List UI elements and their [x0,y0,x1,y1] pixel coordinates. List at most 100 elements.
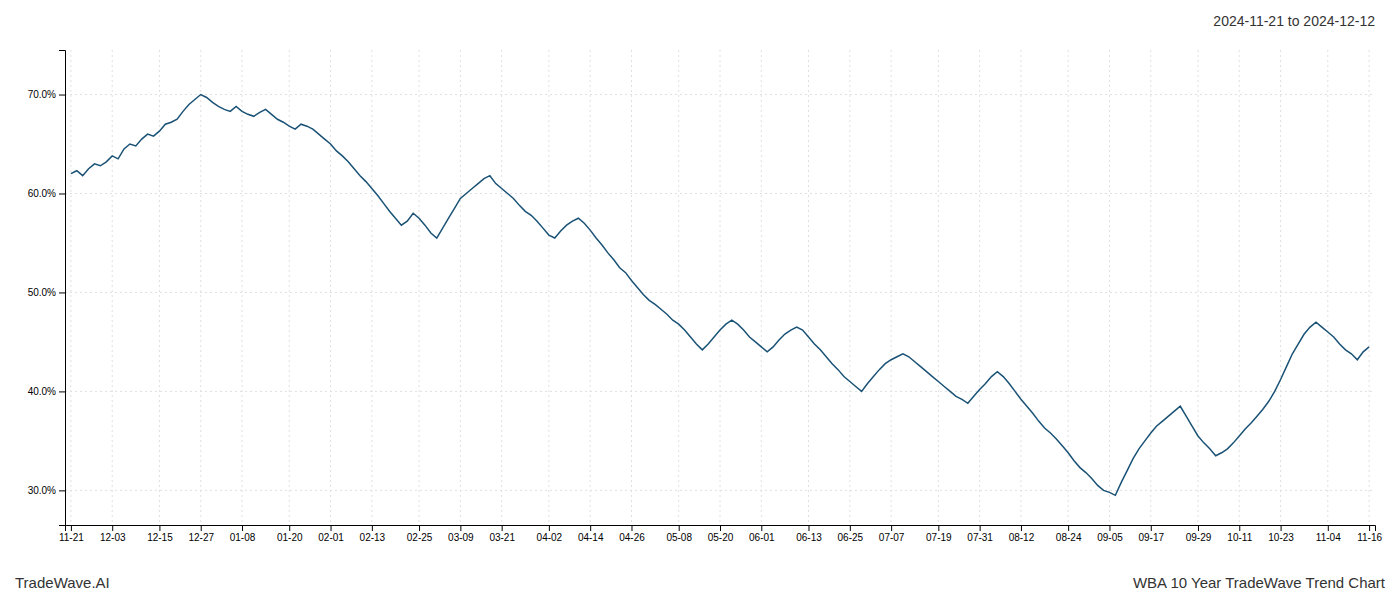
y-tick: 70.0% [28,89,65,100]
x-tick-label: 10-23 [1268,532,1294,543]
x-grid-line [1020,50,1021,525]
x-tick-mark [1151,525,1152,531]
x-tick-label: 09-17 [1138,532,1164,543]
x-tick-mark [679,525,680,531]
footer-left: TradeWave.AI [15,574,110,591]
x-grid-line [460,50,461,525]
x-tick-label: 01-20 [277,532,303,543]
x-tick-label: 11-16 [1357,532,1382,543]
x-tick: 10-11 [1227,525,1252,543]
y-grid-line [65,292,1375,293]
x-tick-label: 06-13 [796,532,822,543]
x-tick: 03-21 [489,525,515,543]
x-tick-mark [1239,525,1240,531]
x-tick-mark [71,525,72,531]
x-grid-line [548,50,549,525]
x-tick-mark [289,525,290,531]
y-grid-line [65,94,1375,95]
x-tick: 09-17 [1138,525,1164,543]
x-tick-mark [938,525,939,531]
x-grid-line [1197,50,1198,525]
x-tick-label: 05-08 [666,532,692,543]
x-grid-line [1327,50,1328,525]
y-tick: 50.0% [28,287,65,298]
x-tick-label: 11-21 [59,532,84,543]
x-tick-label: 03-09 [448,532,474,543]
x-tick: 12-27 [188,525,214,543]
x-tick-label: 07-07 [879,532,905,543]
x-grid-line [200,50,201,525]
x-tick-label: 07-19 [926,532,952,543]
x-tick-label: 02-25 [407,532,433,543]
x-tick: 05-08 [666,525,692,543]
y-tick-mark [59,391,65,392]
x-grid-line [849,50,850,525]
x-tick: 04-26 [619,525,645,543]
x-tick-mark [850,525,851,531]
x-tick-mark [159,525,160,531]
x-tick-mark [761,525,762,531]
x-tick-mark [631,525,632,531]
x-grid-line [1239,50,1240,525]
x-tick-label: 06-01 [749,532,775,543]
x-tick-mark [419,525,420,531]
x-tick-mark [372,525,373,531]
x-tick: 06-25 [838,525,864,543]
x-axis: 11-2112-0312-1512-2701-0801-2002-0102-13… [59,525,1382,543]
x-tick-mark [1068,525,1069,531]
x-tick: 01-20 [277,525,303,543]
x-tick: 05-20 [708,525,734,543]
x-tick: 12-15 [147,525,173,543]
y-tick-label: 30.0% [28,485,56,496]
plot-area [71,95,1369,496]
x-tick-label: 04-26 [619,532,645,543]
x-tick-mark [331,525,332,531]
y-axis-line [59,51,66,526]
x-tick-label: 12-03 [100,532,126,543]
x-grid-line [979,50,980,525]
x-tick-mark [112,525,113,531]
grid [65,50,1375,525]
x-tick: 09-05 [1097,525,1123,543]
x-tick: 11-21 [59,525,84,543]
x-tick-mark [1328,525,1329,531]
x-grid-line [330,50,331,525]
x-tick: 04-02 [537,525,563,543]
x-tick-mark [549,525,550,531]
chart: 11-2112-0312-1512-2701-0801-2002-0102-13… [0,0,1400,600]
y-tick-label: 60.0% [28,188,56,199]
y-tick: 40.0% [28,386,65,397]
x-tick: 03-09 [448,525,474,543]
x-grid-line [678,50,679,525]
x-grid-line [159,50,160,525]
x-tick-label: 07-31 [967,532,993,543]
x-tick-label: 08-24 [1056,532,1082,543]
x-grid-line [419,50,420,525]
x-grid-line [1369,50,1370,525]
x-tick-label: 04-14 [578,532,604,543]
x-grid-line [720,50,721,525]
x-tick: 11-16 [1357,525,1382,543]
x-tick: 02-01 [318,525,344,543]
x-grid-line [112,50,113,525]
x-tick: 11-04 [1316,525,1341,543]
x-grid-line [289,50,290,525]
x-grid-line [501,50,502,525]
y-axis: 30.0% 40.0% 50.0% 60.0% 70.0% [28,51,66,526]
x-tick: 04-14 [578,525,604,543]
x-tick-mark [502,525,503,531]
x-tick-mark [460,525,461,531]
x-tick-mark [1198,525,1199,531]
x-tick-label: 01-08 [230,532,256,543]
x-tick: 08-24 [1056,525,1082,543]
y-tick-label: 70.0% [28,89,56,100]
y-tick-label: 50.0% [28,287,56,298]
x-grid-line [371,50,372,525]
x-grid-line [1150,50,1151,525]
x-grid-line [891,50,892,525]
y-tick-mark [59,193,65,194]
line [71,95,1369,496]
x-grid-line [938,50,939,525]
x-tick-label: 06-25 [838,532,864,543]
y-tick-mark [59,490,65,491]
